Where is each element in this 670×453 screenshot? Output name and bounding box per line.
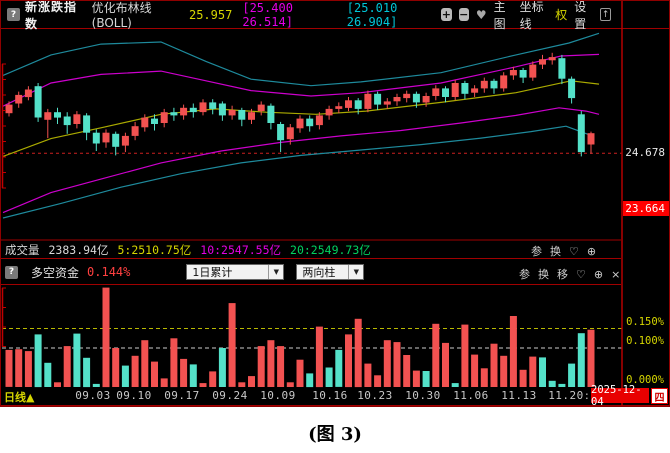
param-button[interactable]: 参 [519, 268, 530, 281]
main-chart-button[interactable]: 主图 [493, 0, 506, 31]
figure-caption: (图 3) [308, 424, 362, 445]
triangle-up-icon: ▲ [26, 391, 35, 404]
chart-canvas[interactable] [1, 1, 669, 406]
expand-icon[interactable]: ↑ [600, 8, 611, 21]
boll-outer-band-values: [25.010 26.904] [346, 0, 398, 29]
style-dropdown[interactable]: 两向柱 ▼ [296, 264, 365, 280]
volume-ma20: 20:2549.73亿 [290, 242, 371, 257]
boll-band-lower-inner [2, 107, 600, 214]
period-dropdown[interactable]: 1日累计 ▼ [186, 264, 285, 280]
help-icon[interactable]: ? [7, 8, 20, 21]
low-price-badge: 23.664 [623, 201, 669, 217]
period-dropdown-value: 1日累计 [192, 266, 233, 279]
switch-button[interactable]: 换 [538, 268, 549, 281]
x-axis-date: 10.16 [312, 389, 348, 402]
boll-band-upper-inner [2, 53, 600, 107]
heart-outline-icon[interactable]: ♡ [576, 267, 586, 281]
x-axis-date: 10.23 [357, 389, 393, 402]
boll-mid-value: 25.957 [188, 7, 233, 22]
x-axis-date: 11.13 [501, 389, 537, 402]
coordinate-line-button[interactable]: 坐标线 [519, 0, 544, 31]
percent-axis-label: 0.150% [626, 315, 664, 328]
x-axis-row: 日线▲ 09.03 09.10 09.17 09.24 10.09 10.16 10.23 1… [1, 384, 669, 406]
x-axis-date: 09.24 [212, 389, 248, 402]
trading-terminal-window: ? 新涨跌指数 优化布林线(BOLL) 25.957 [25.400 26.51… [0, 0, 670, 407]
help-icon[interactable]: ? [5, 265, 18, 279]
page-title: 新涨跌指数 [25, 0, 78, 31]
magnifier-icon[interactable]: ⊕ [593, 267, 604, 281]
volume-label: 成交量 [5, 242, 40, 257]
indicator-name[interactable]: 优化布林线(BOLL) [91, 1, 152, 30]
percent-axis-label: 0.100% [626, 335, 664, 347]
x-axis-date: 11.06 [453, 389, 489, 402]
funds-panel-value: 0.144% [87, 265, 131, 279]
x-axis-date: 11.20 [548, 389, 584, 402]
period-selector[interactable]: 日线▲ [4, 391, 35, 404]
funds-panel-actions: 参 换 移 ♡ ⊕ × [519, 266, 620, 282]
x-axis-date: 10.09 [260, 389, 296, 402]
rights-adjust-button[interactable]: 权 [555, 8, 568, 22]
x-axis-date: 10.30 [405, 389, 441, 402]
zoom-in-icon[interactable]: + [441, 8, 452, 21]
favorite-icon[interactable]: ♥ [475, 7, 487, 22]
magnifier-icon[interactable]: ⊕ [586, 244, 597, 258]
funds-panel-header: ? 多空资金 0.144% 1日累计 ▼ 两向柱 ▼ [1, 261, 621, 283]
close-icon[interactable]: × [611, 267, 621, 281]
settings-button[interactable]: 设置 [574, 0, 587, 31]
chevron-down-icon: ▼ [348, 265, 363, 279]
move-button[interactable]: 移 [557, 268, 568, 281]
boll-inner-band-values: [25.400 26.514] [242, 0, 293, 29]
chevron-down-icon: ▼ [268, 265, 283, 279]
boll-band-middle [2, 80, 600, 157]
heart-outline-icon[interactable]: ♡ [569, 244, 579, 258]
param-button[interactable]: 参 [531, 245, 542, 258]
volume-ma5: 5:2510.75亿 [117, 242, 192, 257]
percent-axis-label: 0.000% [626, 374, 664, 386]
zoom-out-icon[interactable]: − [458, 8, 469, 21]
volume-row: 成交量 2383.94亿 5:2510.75亿 10:2547.55亿 20:2… [1, 241, 621, 258]
date-colon: : [585, 389, 589, 402]
x-axis-date: 09.03 [75, 389, 111, 402]
volume-ma10: 10:2547.55亿 [200, 242, 282, 257]
volume-value: 2383.94亿 [48, 242, 109, 257]
boll-band-upper-outer [2, 32, 600, 87]
x-axis-date: 09.17 [164, 389, 200, 402]
weekday-badge: 四 [651, 388, 668, 404]
funds-panel-title: 多空资金 [31, 265, 80, 280]
header-bar: ? 新涨跌指数 优化布林线(BOLL) 25.957 [25.400 26.51… [1, 0, 669, 31]
x-axis-date: 09.10 [116, 389, 152, 402]
current-price-label: 24.678 [625, 146, 665, 160]
volume-row-actions: 参 换 ♡ ⊕ [531, 243, 596, 259]
current-date-badge: 2025-12-04 [591, 384, 649, 406]
switch-button[interactable]: 换 [550, 245, 561, 258]
boll-band-lower-outer [2, 125, 592, 219]
style-dropdown-value: 两向柱 [302, 266, 336, 279]
